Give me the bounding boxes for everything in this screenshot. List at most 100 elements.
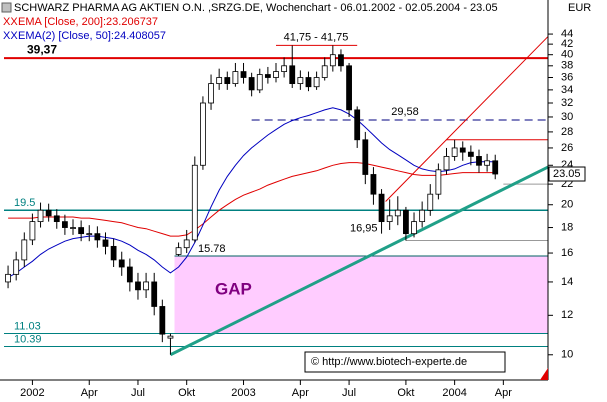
x-tick-label: Okt [397, 387, 414, 399]
y-tick-label: 12 [561, 309, 573, 321]
y-tick-label: 20 [561, 199, 573, 211]
candle-body [86, 233, 93, 236]
candle-body [419, 209, 426, 223]
candle-body [256, 74, 263, 91]
candle-body [492, 160, 499, 175]
legend-marker: XX [3, 30, 18, 42]
candle-body [403, 209, 409, 235]
chart-title: SCHWARZ PHARMA AG AKTIEN O.N. ,SRZG.DE, … [14, 2, 498, 14]
x-tick-label: 2003 [231, 387, 255, 399]
level-label: 10.39 [14, 333, 42, 345]
last-price-label: 23.05 [553, 168, 581, 180]
legend-marker: XX [3, 16, 18, 28]
title-icon [1, 2, 12, 13]
candle-body [467, 151, 474, 157]
x-tick-label: Apr [495, 387, 512, 399]
candle-body [21, 239, 28, 261]
candle-body [53, 215, 60, 223]
y-tick-label: 38 [561, 60, 573, 72]
candle-body [110, 245, 117, 261]
y-tick-label: 10 [561, 349, 573, 361]
x-tick-label: Apr [81, 387, 98, 399]
y-tick-label: 18 [561, 221, 573, 233]
plot-marks [5, 45, 499, 355]
y-tick-label: 44 [561, 28, 573, 40]
currency: EUR [568, 2, 591, 14]
candle-body [70, 227, 76, 229]
watermark-box [304, 351, 506, 373]
plot-over: SCHWARZ PHARMA AG AKTIEN O.N. ,SRZG.DE, … [0, 0, 591, 399]
y-tick-label: 30 [561, 111, 573, 123]
candle-body [175, 247, 182, 255]
legend-entry: EMA(2) [Close, 50]:24.408057 [18, 30, 166, 42]
level-label: 11.03 [14, 320, 41, 332]
y-tick-label: 34 [561, 84, 573, 96]
candle-body [443, 156, 450, 171]
candle-body [427, 193, 434, 211]
candle-body [191, 164, 198, 241]
x-tick-label: Jul [131, 387, 145, 399]
candle-body [143, 281, 149, 291]
candle-body [329, 54, 336, 67]
x-tick-label: 2002 [20, 387, 44, 399]
candle-body [37, 209, 44, 223]
candle-body [167, 335, 174, 339]
candle-body [248, 77, 255, 91]
candle-body [297, 77, 304, 85]
candle-body [370, 174, 377, 195]
candle-body [411, 221, 417, 235]
x-tick-label: 2004 [442, 387, 466, 399]
candle-body [126, 266, 133, 283]
x-tick-label: Jul [342, 387, 356, 399]
y-tick-label: 26 [561, 142, 573, 154]
axis-arrow [540, 368, 548, 380]
candle-body [305, 77, 312, 88]
candle-body [102, 239, 109, 247]
y-tick-label: 40 [561, 49, 573, 61]
candle-body [183, 239, 190, 249]
trend-line [169, 165, 549, 357]
level-label: 16,95 [350, 222, 378, 234]
x-tick-label: Apr [292, 387, 309, 399]
candle-body [321, 65, 328, 78]
y-tick-label: 32 [561, 97, 573, 109]
y-tick-label: 16 [561, 247, 573, 259]
x-tick-label: Okt [178, 387, 195, 399]
candle-body [484, 160, 491, 166]
y-tick-label: 14 [561, 276, 573, 288]
candle-body [378, 193, 385, 223]
candle-body [232, 71, 239, 85]
y-tick-label: 36 [561, 71, 573, 83]
candle-body [362, 139, 369, 175]
candle-body [200, 102, 206, 166]
candle-body [346, 65, 352, 111]
candle-body [216, 77, 223, 85]
candle-body [135, 281, 141, 291]
candle-body [281, 65, 288, 72]
candle-body [78, 227, 85, 235]
candle-body [118, 259, 125, 268]
candle-body [61, 221, 68, 228]
candle-body [313, 77, 320, 88]
candle-body [29, 221, 36, 241]
candle-body [208, 83, 214, 104]
candle-body [151, 281, 158, 307]
candle-body [476, 156, 482, 166]
legend-entry: EMA [Close, 200]:23.206737 [18, 16, 158, 28]
candle-body [354, 109, 361, 141]
watermark: © http://www.biotech-experte.de [311, 356, 467, 368]
y-tick-label: 42 [561, 38, 573, 50]
level-label: 15.78 [198, 243, 226, 255]
candle-body [94, 233, 101, 241]
level-label: 19.5 [14, 197, 35, 209]
candle-body [45, 209, 52, 217]
ema-line [8, 162, 496, 237]
last-price-box [548, 166, 586, 182]
gap-label: GAP [215, 279, 252, 298]
candle-body [273, 71, 279, 78]
candle-body [13, 259, 20, 275]
candle-body [240, 71, 247, 78]
candle-body [435, 169, 442, 195]
